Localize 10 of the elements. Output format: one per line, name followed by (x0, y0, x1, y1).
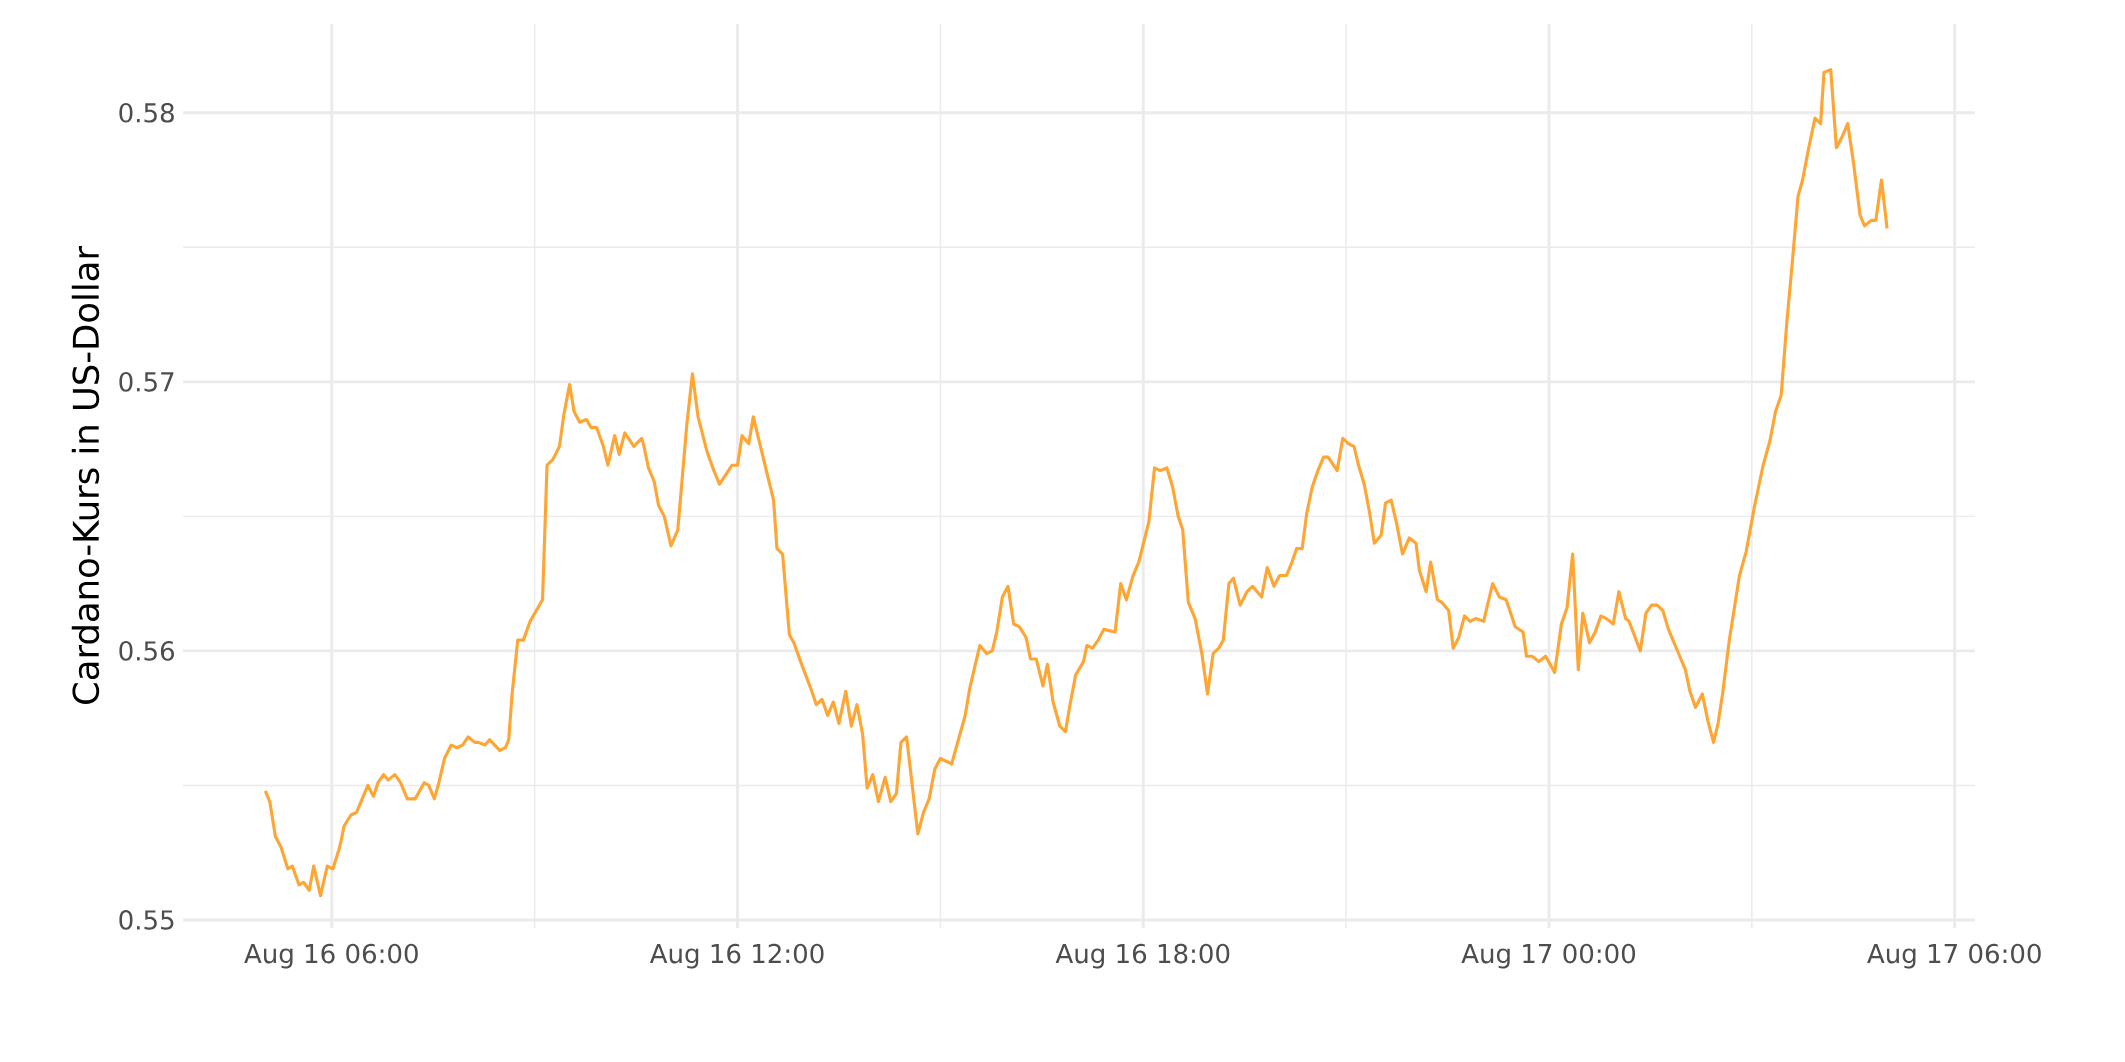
x-tick-label: Aug 17 00:00 (1461, 943, 1636, 969)
y-axis-title: Cardano-Kurs in US-Dollar (71, 245, 100, 704)
y-tick-label: 0.57 (119, 371, 174, 392)
x-tick-label: Aug 16 06:00 (244, 943, 418, 969)
x-tick-label: Aug 16 18:00 (1055, 943, 1230, 969)
y-tick-label: 0.56 (119, 641, 174, 661)
x-tick-label: Aug 16 12:00 (649, 943, 824, 969)
y-tick-label: 0.58 (119, 102, 174, 123)
y-tick-label: 0.55 (119, 910, 174, 930)
x-tick-label: Aug 17 06:00 (1867, 943, 2041, 969)
